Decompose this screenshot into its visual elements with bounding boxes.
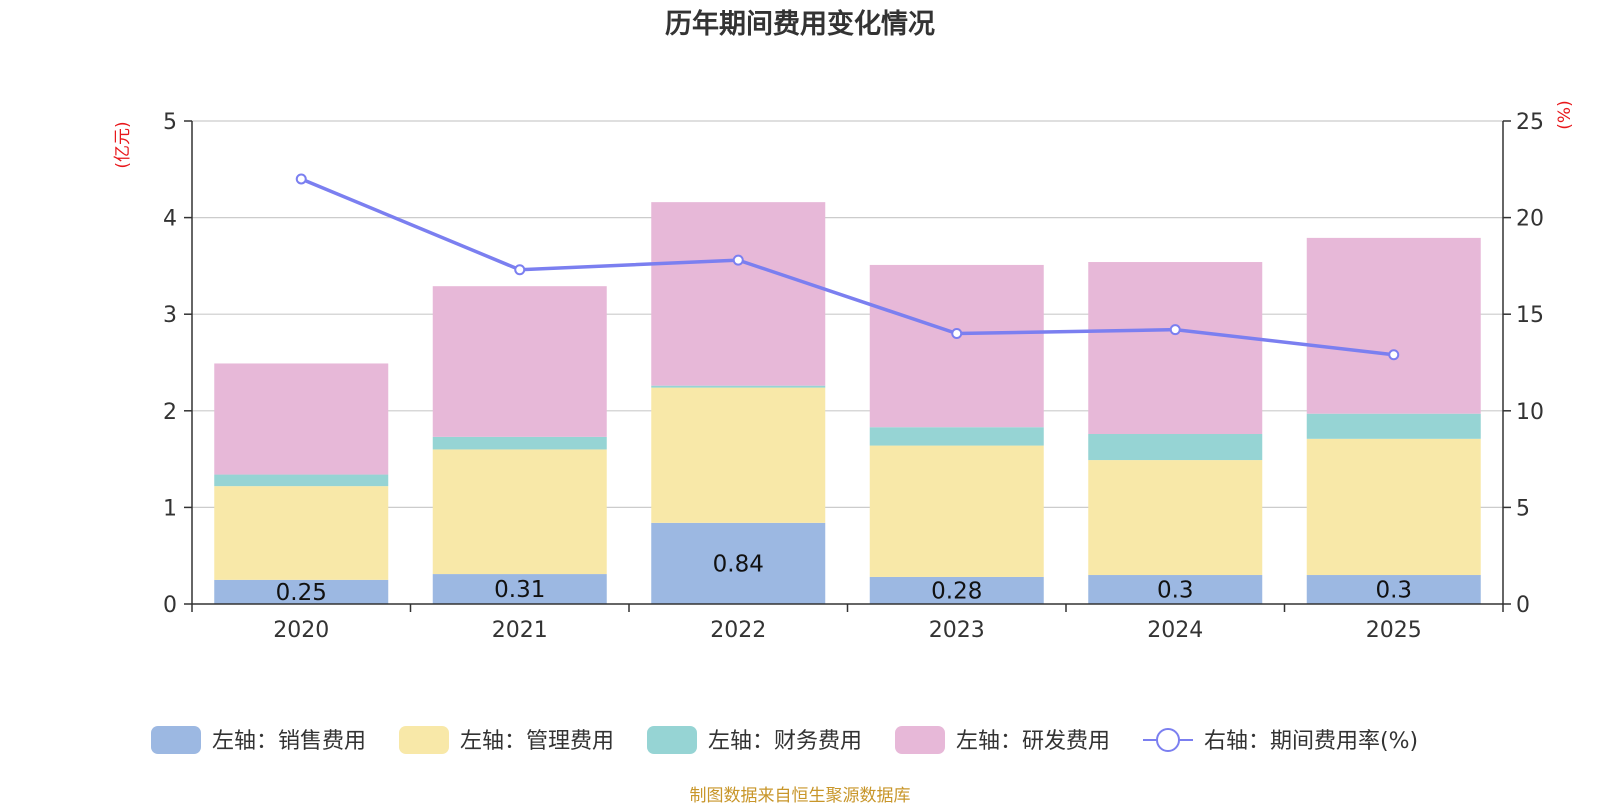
source-footer: 制图数据来自恒生聚源数据库	[689, 786, 911, 806]
data-label-sales-2025: 0.3	[1375, 578, 1412, 604]
legend-label: 左轴：研发费用	[956, 729, 1110, 754]
data-labels: 0.25 0.31 0.84 0.28 0.3 0.3	[276, 551, 1412, 605]
legend-label: 左轴：销售费用	[212, 729, 366, 754]
line-point-2022	[732, 254, 744, 266]
left-axis-unit: (亿元)	[113, 121, 133, 168]
left-tick-label: 1	[163, 496, 177, 521]
legend-swatch	[151, 726, 201, 754]
bar-1-2025	[1306, 575, 1481, 604]
x-tick-label: 2025	[1366, 618, 1422, 643]
bar-1-2023	[869, 576, 1044, 604]
legend-label: 左轴：管理费用	[460, 729, 614, 754]
bar-3-2023	[869, 427, 1044, 446]
bar-2-2023	[869, 445, 1044, 577]
legend-swatch	[895, 726, 945, 754]
gridlines	[192, 120, 1503, 508]
right-tick-label: 15	[1516, 303, 1544, 328]
data-label-sales-2024: 0.3	[1157, 578, 1194, 604]
x-tick-label: 2024	[1147, 618, 1203, 643]
left-tick-label: 0	[163, 593, 177, 618]
bar-2-2022	[651, 387, 826, 523]
bar-1-2022	[651, 522, 826, 604]
legend: 左轴：销售费用 左轴：管理费用 左轴：财务费用 左轴：研发费用 右轴：期间费用率(%)	[151, 726, 1418, 754]
right-tick-label: 20	[1516, 207, 1544, 232]
chart-title: 历年期间费用变化情况	[665, 8, 935, 40]
bar-2-2021	[432, 449, 607, 575]
bar-1-2020	[214, 579, 389, 604]
bar-1-2021	[432, 574, 607, 604]
left-tick-label: 5	[163, 110, 177, 135]
data-label-sales-2022: 0.84	[713, 551, 764, 577]
bar-3-2022	[651, 385, 826, 388]
line-point-2023	[951, 328, 963, 340]
right-axis-unit: (%)	[1555, 100, 1575, 129]
bar-3-2021	[432, 436, 607, 450]
bar-2-2020	[214, 486, 389, 580]
line-point-2021	[514, 264, 526, 276]
x-tick-label: 2020	[273, 618, 329, 643]
bar-4-2020	[214, 363, 389, 475]
line-series	[295, 173, 1400, 361]
line-point-2025	[1388, 349, 1400, 361]
bar-4-2024	[1088, 262, 1263, 434]
legend-swatch	[647, 726, 697, 754]
legend-item-1: 左轴：销售费用	[151, 726, 366, 754]
data-label-sales-2020: 0.25	[276, 580, 327, 606]
x-tick-label: 2021	[492, 618, 548, 643]
left-tick-label: 3	[163, 303, 177, 328]
bar-4-2025	[1306, 237, 1481, 414]
bars	[214, 202, 1481, 604]
bar-2-2024	[1088, 460, 1263, 576]
bar-1-2024	[1088, 575, 1263, 604]
legend-label: 右轴：期间费用率(%)	[1204, 729, 1418, 754]
right-tick-label: 5	[1516, 496, 1530, 521]
right-tick-label: 0	[1516, 593, 1530, 618]
line-expense-rate	[300, 177, 1394, 357]
bar-4-2021	[432, 286, 607, 437]
left-tick-label: 2	[163, 400, 177, 425]
right-tick-label: 25	[1516, 110, 1544, 135]
bar-4-2022	[651, 202, 826, 386]
legend-item-3: 左轴：财务费用	[647, 726, 862, 754]
legend-circle-marker	[1156, 728, 1180, 752]
x-tick-label: 2023	[929, 618, 985, 643]
bar-3-2020	[214, 474, 389, 487]
legend-label: 左轴：财务费用	[708, 729, 862, 754]
left-tick-label: 4	[163, 207, 177, 232]
data-label-sales-2021: 0.31	[494, 577, 545, 603]
legend-item-5: 右轴：期间费用率(%)	[1143, 728, 1418, 754]
legend-item-4: 左轴：研发费用	[895, 726, 1110, 754]
bar-3-2025	[1306, 413, 1481, 439]
line-point-2024	[1169, 324, 1181, 336]
bar-3-2024	[1088, 433, 1263, 461]
line-point-2020	[295, 173, 307, 185]
x-tick-label: 2022	[710, 618, 766, 643]
right-tick-label: 10	[1516, 400, 1544, 425]
bar-4-2023	[869, 264, 1044, 428]
data-label-sales-2023: 0.28	[931, 578, 982, 604]
legend-swatch	[399, 726, 449, 754]
bar-2-2025	[1306, 438, 1481, 576]
legend-item-2: 左轴：管理费用	[399, 726, 614, 754]
